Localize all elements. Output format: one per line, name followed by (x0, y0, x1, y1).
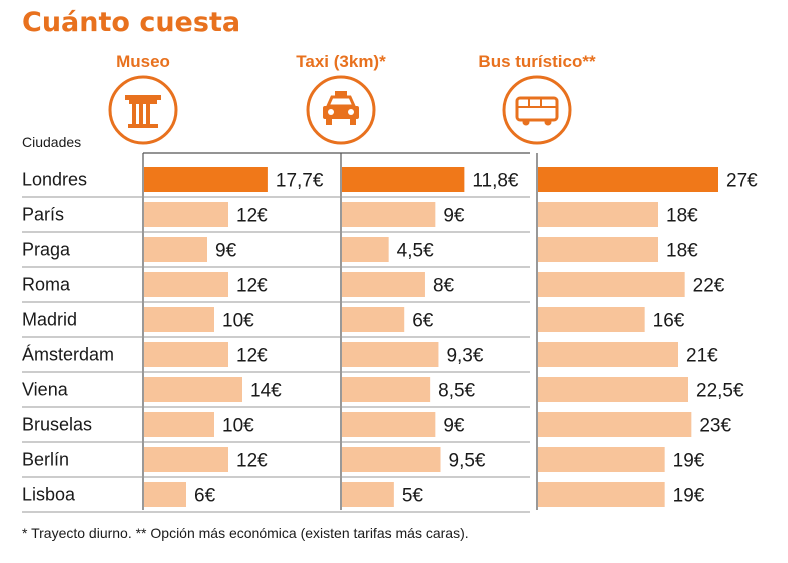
column-icon (108, 75, 178, 145)
bar-museo-amsterdam (144, 342, 228, 367)
value-label-bus-turistico: 22€ (693, 276, 725, 297)
value-label-bus-turistico: 21€ (686, 346, 718, 367)
column-headers: Museo Taxi (3km)* Bus turístico** (116, 52, 596, 71)
bar-museo-berlin (144, 447, 228, 472)
value-label-taxi-3km: 9€ (443, 206, 465, 227)
bar-taxi-3km-praga (342, 237, 389, 262)
data-rows: Londres 17,7€ 11,8€ 27€ París 12€ 9€ 18€ Praga 9€… (22, 167, 758, 507)
bar-bus-turistico-roma (538, 272, 685, 297)
value-label-bus-turistico: 19€ (673, 451, 705, 472)
table-row-roma: Roma 12€ 8€ 22€ (22, 272, 725, 297)
value-label-bus-turistico: 22,5€ (696, 381, 744, 402)
bar-museo-viena (144, 377, 242, 402)
bar-bus-turistico-praga (538, 237, 658, 262)
bar-taxi-3km-bruselas (342, 412, 436, 437)
bar-bus-turistico-paris (538, 202, 658, 227)
bar-museo-praga (144, 237, 207, 262)
grid-lines (22, 152, 538, 513)
value-label-taxi-3km: 9€ (443, 416, 465, 437)
bar-bus-turistico-lisboa (538, 482, 665, 507)
value-label-bus-turistico: 16€ (653, 311, 685, 332)
bar-museo-bruselas (144, 412, 214, 437)
value-label-bus-turistico: 18€ (666, 206, 698, 227)
city-label: Madrid (22, 310, 77, 330)
table-row-amsterdam: Ámsterdam 12€ 9,3€ 21€ (22, 342, 718, 367)
bar-bus-turistico-madrid (538, 307, 645, 332)
bus-icon (502, 75, 572, 145)
bar-taxi-3km-viena (342, 377, 431, 402)
value-label-taxi-3km: 8,5€ (438, 381, 475, 402)
column-title-taxi-3km: Taxi (3km)* (296, 52, 386, 71)
bar-taxi-3km-londres (342, 167, 465, 192)
value-label-museo: 12€ (236, 206, 268, 227)
value-label-taxi-3km: 8€ (433, 276, 455, 297)
bar-taxi-3km-lisboa (342, 482, 394, 507)
value-label-taxi-3km: 9,3€ (446, 346, 483, 367)
bar-museo-lisboa (144, 482, 186, 507)
bar-museo-paris (144, 202, 228, 227)
value-label-bus-turistico: 23€ (699, 416, 731, 437)
bar-taxi-3km-berlin (342, 447, 441, 472)
footnote: * Trayecto diurno. ** Opción más económi… (22, 525, 469, 541)
table-row-madrid: Madrid 10€ 6€ 16€ (22, 307, 685, 332)
bar-taxi-3km-madrid (342, 307, 405, 332)
city-label: Bruselas (22, 415, 92, 435)
city-label: Lisboa (22, 485, 76, 505)
value-label-taxi-3km: 4,5€ (397, 241, 434, 262)
value-label-museo: 6€ (194, 486, 216, 507)
value-label-museo: 12€ (236, 346, 268, 367)
bar-bus-turistico-viena (538, 377, 688, 402)
value-label-museo: 17,7€ (276, 171, 324, 192)
table-row-londres: Londres 17,7€ 11,8€ 27€ (22, 167, 758, 192)
city-label: París (22, 205, 64, 225)
value-label-museo: 12€ (236, 451, 268, 472)
value-label-museo: 10€ (222, 416, 254, 437)
bar-museo-madrid (144, 307, 214, 332)
column-title-bus-turistico: Bus turístico** (478, 52, 596, 71)
chart-title: Cuánto cuesta (22, 7, 240, 38)
bar-taxi-3km-paris (342, 202, 436, 227)
value-label-bus-turistico: 19€ (673, 486, 705, 507)
table-row-bruselas: Bruselas 10€ 9€ 23€ (22, 412, 731, 437)
value-label-museo: 14€ (250, 381, 282, 402)
city-label: Ámsterdam (22, 345, 114, 365)
value-label-museo: 10€ (222, 311, 254, 332)
city-label: Praga (22, 240, 71, 260)
value-label-taxi-3km: 5€ (402, 486, 424, 507)
taxi-icon (306, 75, 376, 145)
bar-bus-turistico-berlin (538, 447, 665, 472)
value-label-museo: 12€ (236, 276, 268, 297)
city-label: Londres (22, 170, 87, 190)
table-row-lisboa: Lisboa 6€ 5€ 19€ (22, 482, 705, 507)
value-label-museo: 9€ (215, 241, 237, 262)
table-row-berlin: Berlín 12€ 9,5€ 19€ (22, 447, 705, 472)
bar-museo-londres (144, 167, 268, 192)
value-label-bus-turistico: 27€ (726, 171, 758, 192)
bar-museo-roma (144, 272, 228, 297)
city-label: Berlín (22, 450, 69, 470)
bar-bus-turistico-londres (538, 167, 718, 192)
value-label-taxi-3km: 11,8€ (472, 171, 519, 192)
table-row-praga: Praga 9€ 4,5€ 18€ (22, 237, 698, 262)
bar-taxi-3km-roma (342, 272, 425, 297)
city-label: Roma (22, 275, 71, 295)
value-label-bus-turistico: 18€ (666, 241, 698, 262)
city-label: Viena (22, 380, 69, 400)
value-label-taxi-3km: 9,5€ (449, 451, 486, 472)
value-label-taxi-3km: 6€ (412, 311, 434, 332)
bar-taxi-3km-amsterdam (342, 342, 439, 367)
bar-bus-turistico-amsterdam (538, 342, 678, 367)
table-row-paris: París 12€ 9€ 18€ (22, 202, 698, 227)
row-header-label: Ciudades (22, 134, 81, 150)
column-title-museo: Museo (116, 52, 170, 71)
bar-bus-turistico-bruselas (538, 412, 692, 437)
table-row-viena: Viena 14€ 8,5€ 22,5€ (22, 377, 744, 402)
